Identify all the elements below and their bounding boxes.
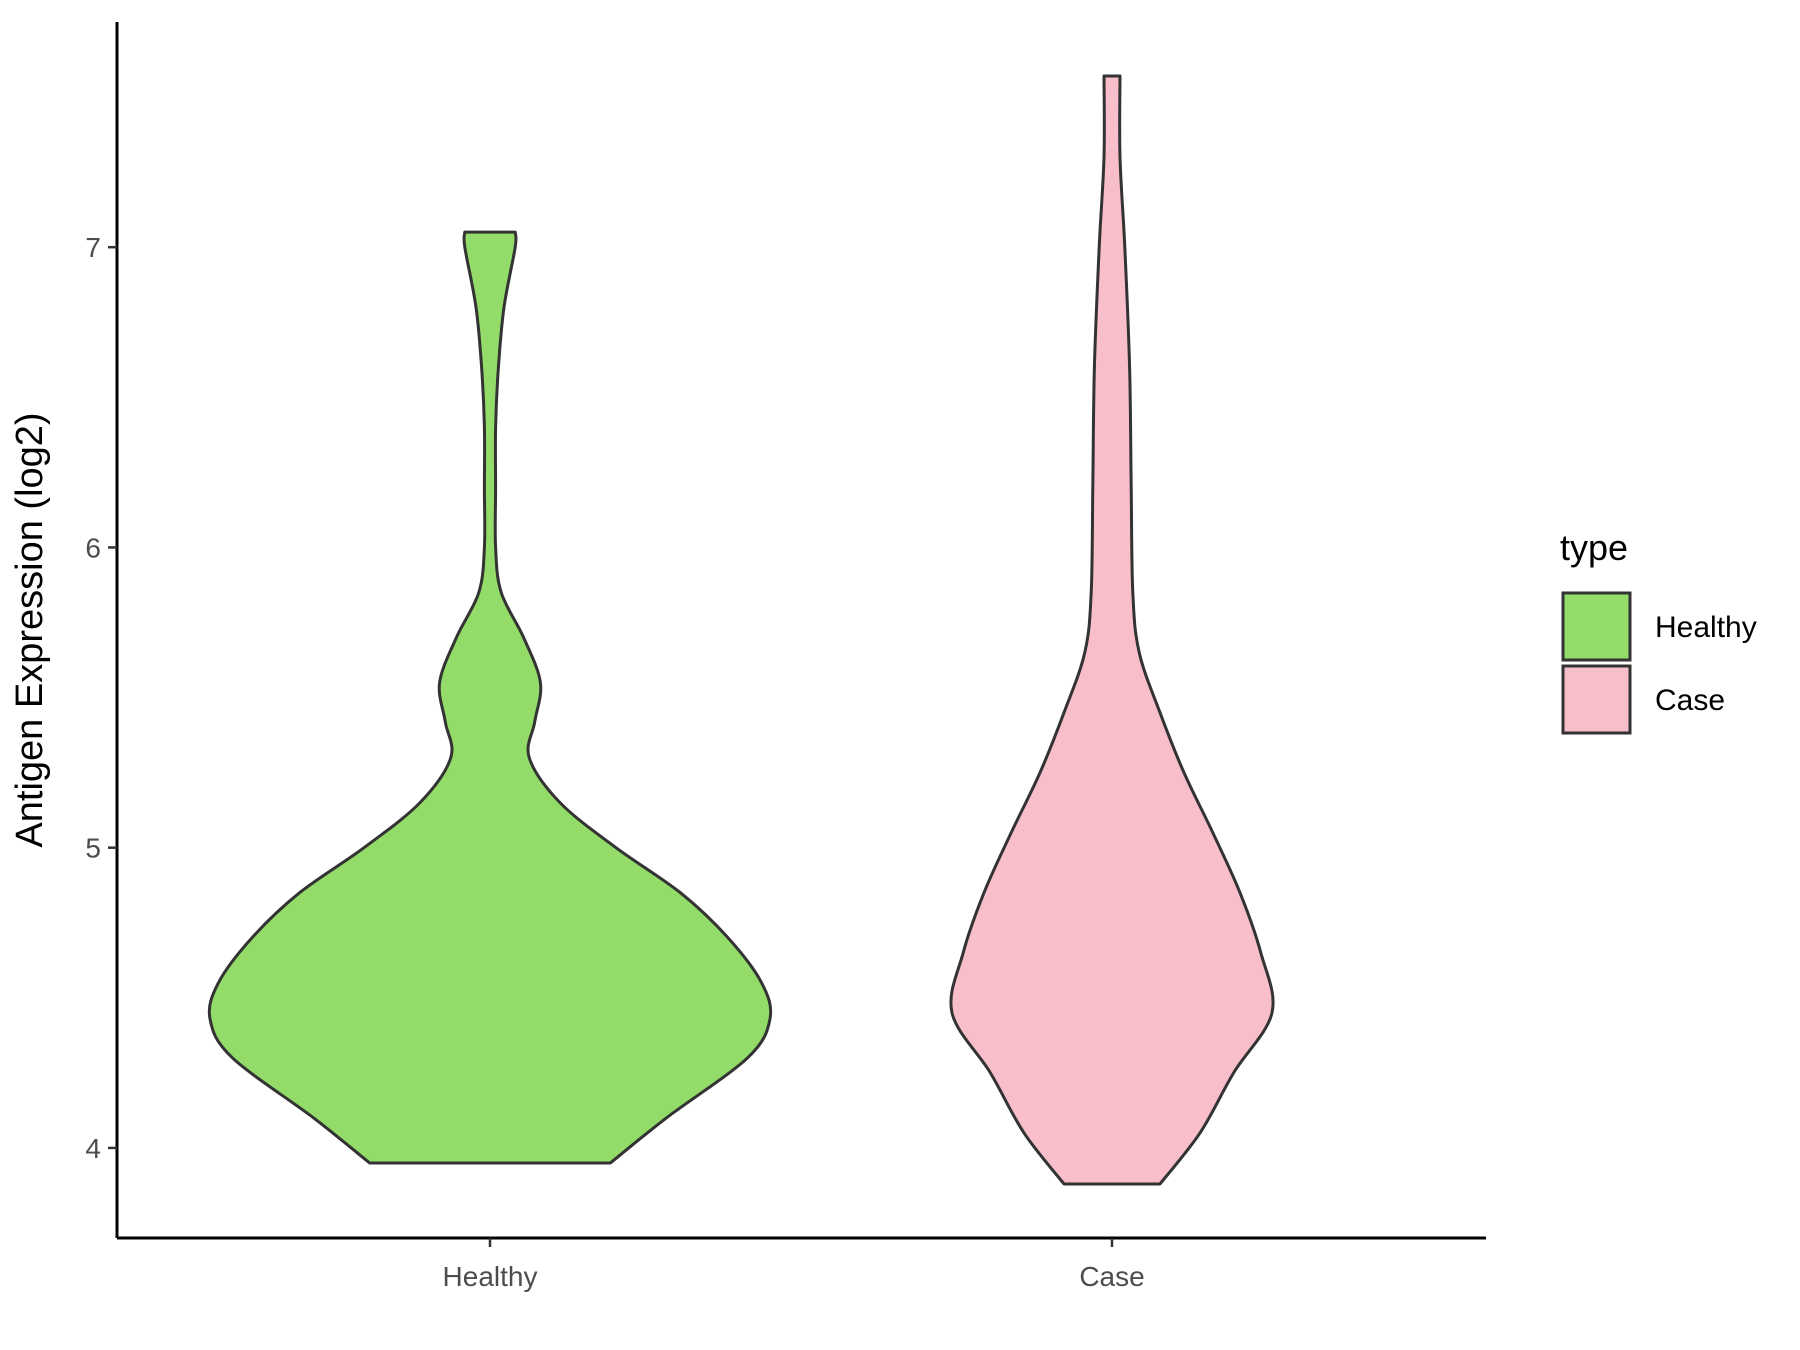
y-tick-label: 6 bbox=[85, 532, 101, 563]
legend-label-healthy: Healthy bbox=[1655, 611, 1757, 644]
y-axis-ticks: 4 5 6 7 bbox=[85, 232, 117, 1164]
legend-swatch-case bbox=[1561, 664, 1632, 735]
x-tick-label: Healthy bbox=[443, 1261, 538, 1292]
y-tick-label: 7 bbox=[85, 232, 101, 263]
legend-swatch-healthy bbox=[1561, 591, 1632, 662]
plot-panel bbox=[207, 74, 1275, 1186]
y-axis-title: Antigen Expression (log2) bbox=[9, 412, 51, 847]
y-tick-label: 4 bbox=[85, 1133, 101, 1164]
legend-label-case: Case bbox=[1655, 684, 1725, 717]
violin-case bbox=[949, 74, 1275, 1186]
legend: type Healthy Case bbox=[1560, 527, 1757, 735]
violin-healthy bbox=[207, 230, 773, 1165]
y-tick-label: 5 bbox=[85, 833, 101, 864]
x-axis-ticks: Healthy Case bbox=[443, 1238, 1145, 1292]
legend-title: type bbox=[1560, 527, 1628, 568]
x-tick-label: Case bbox=[1079, 1261, 1144, 1292]
